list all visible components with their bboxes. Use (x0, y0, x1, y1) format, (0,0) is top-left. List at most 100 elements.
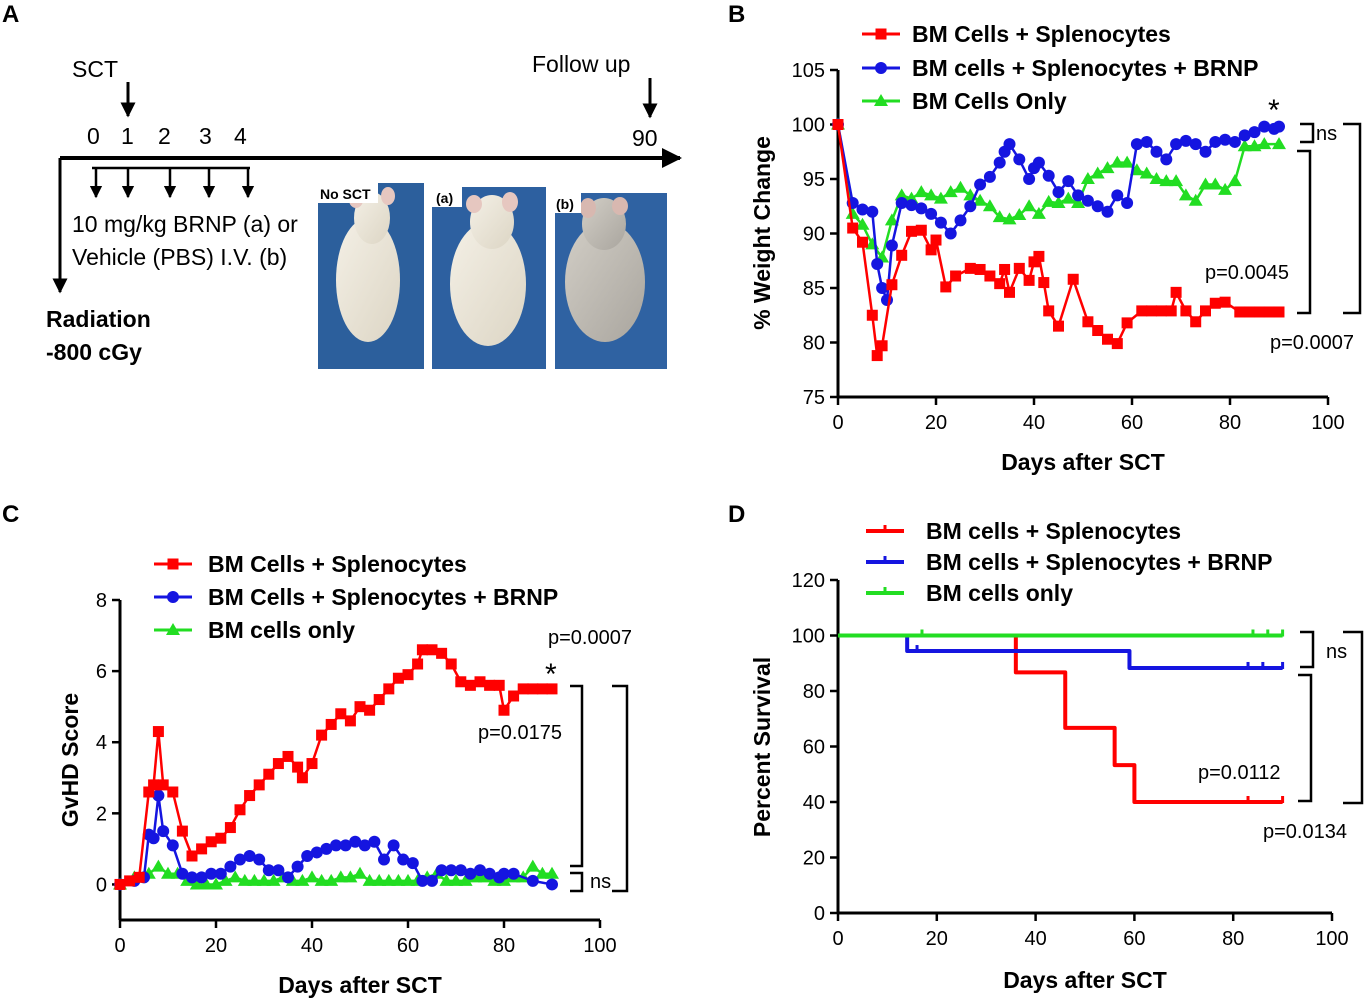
legend-red-marker-0 (875, 28, 887, 40)
series-red-marker-31 (392, 672, 404, 684)
series-red-marker-2 (857, 236, 868, 248)
series-blue-marker-40 (1189, 138, 1202, 151)
series-blue-marker-27 (358, 839, 371, 852)
day-tick-4: 4 (234, 123, 247, 149)
significance-bracket (1343, 122, 1362, 315)
series-red-marker-37 (1170, 286, 1182, 298)
series-red-marker-23 (1033, 250, 1045, 262)
legend-green-label: BM cells only (926, 580, 1073, 606)
series-green-marker-14 (257, 873, 271, 886)
series-blue-marker-20 (291, 860, 304, 873)
series-green-marker-22 (1051, 195, 1066, 208)
series-red-marker-11 (205, 836, 217, 848)
series-blue-marker-7 (166, 839, 179, 852)
series-blue-marker-30 (1091, 200, 1104, 213)
series-red-marker-14 (234, 804, 246, 816)
series-blue-marker-47 (1258, 120, 1271, 133)
series-red-marker-48 (546, 683, 558, 695)
series-blue-marker-46 (1248, 126, 1261, 139)
series-green-marker-8 (199, 877, 214, 890)
significance-bracket (1298, 673, 1313, 803)
series-green-marker-10 (933, 191, 948, 204)
series-blue-marker-34 (1130, 138, 1143, 151)
photo-label-no-sct: No SCT (320, 186, 371, 202)
series-blue-marker-49 (1273, 120, 1285, 133)
y-tick-label-4: 8 (96, 590, 107, 612)
series-red-marker-10 (196, 843, 208, 855)
y-tick-label-6: 105 (792, 60, 825, 82)
x-tick-label-0: 0 (114, 935, 125, 957)
x-tick-label-2: 40 (301, 935, 323, 957)
series-red-marker-26 (1053, 320, 1064, 332)
series-red-marker-25 (335, 708, 347, 720)
series-blue-marker-11 (205, 867, 218, 880)
series-blue-marker-4 (871, 258, 884, 271)
series-red-marker-9 (186, 850, 198, 862)
series-blue-marker-22 (1023, 173, 1036, 185)
series-blue-marker-22 (310, 846, 323, 859)
x-tick-label-4: 80 (1219, 412, 1241, 434)
annotation-ns: ns (1316, 123, 1337, 145)
series-blue-marker-12 (214, 867, 227, 880)
series-green-marker-5 (884, 213, 899, 226)
treatment-line-2: Vehicle (PBS) I.V. (b) (72, 244, 287, 270)
x-tick-label-3: 60 (1121, 412, 1143, 434)
series-red-marker-20 (292, 761, 304, 773)
series-green-marker-41 (1237, 139, 1252, 152)
series-blue-marker-16 (253, 853, 266, 866)
series-blue-marker-31 (397, 853, 410, 866)
series-green-marker-15 (266, 873, 281, 886)
series-green-marker-21 (1041, 194, 1056, 207)
series-green-marker-39 (1218, 182, 1233, 195)
legend-blue-label: BM Cells + Splenocytes + BRNP (208, 584, 558, 610)
x-tick-label-5: 100 (1315, 928, 1348, 950)
day-tick-0: 0 (87, 123, 100, 149)
y-tick-label-0: 0 (814, 903, 825, 925)
day-tick-1: 1 (121, 123, 134, 149)
follow-up-label: Follow up (532, 51, 630, 77)
series-red-marker-13 (950, 270, 962, 282)
series-red-marker-36 (1165, 305, 1177, 317)
x-axis-title: Days after SCT (1003, 967, 1167, 993)
series-green-marker-22 (333, 870, 348, 883)
series-green-marker-4 (161, 866, 175, 879)
series-red-marker-19 (282, 750, 294, 762)
x-tick-label-1: 20 (926, 928, 948, 950)
y-tick-label-3: 90 (803, 224, 825, 246)
series-red-marker-5 (876, 340, 888, 352)
weight-chart: 0 20 40 60 80 100 75 80 85 90 95 100 105 Days after S… (749, 21, 1362, 475)
series-blue-marker-25 (1042, 169, 1055, 182)
series-red-marker-42 (1219, 296, 1231, 308)
series-blue-marker-25 (339, 839, 352, 852)
series-green-marker-19 (1022, 199, 1037, 212)
y-tick-label-5: 100 (792, 626, 825, 648)
series-red-marker-32 (402, 669, 414, 681)
series-blue-marker-6 (157, 825, 170, 838)
y-tick-label-2: 4 (96, 732, 107, 754)
legend-red-label: BM Cells + Splenocytes (912, 21, 1171, 47)
survival-chart: 0 20 40 60 80 100 0 20 40 60 80 100 120 Days after SC… (749, 518, 1364, 993)
series-red-marker-38 (455, 676, 467, 688)
series-blue-marker-15 (964, 200, 977, 213)
series-blue-marker-16 (974, 178, 987, 191)
series-blue-marker-17 (983, 170, 996, 183)
x-tick-label-0: 0 (832, 928, 843, 950)
y-tick-label-1: 20 (803, 848, 825, 870)
annotation-star: * (1268, 94, 1280, 127)
series-green-marker-34 (1169, 174, 1184, 187)
series-blue-marker-40 (483, 867, 496, 880)
series-red-marker-37 (445, 658, 457, 670)
series-blue-marker-24 (1032, 156, 1045, 169)
series-red-marker-4 (148, 779, 160, 791)
series-blue-marker-39 (1179, 134, 1192, 147)
series-green-marker-42 (525, 859, 540, 872)
series-blue-marker-21 (1013, 153, 1026, 166)
series-red-marker-7 (896, 249, 908, 261)
annotation-ns: ns (1326, 641, 1347, 663)
series-red-marker-24 (1038, 277, 1050, 289)
series-red-marker-7 (167, 786, 179, 798)
series-blue-marker-18 (993, 156, 1006, 169)
sct-label: SCT (72, 56, 118, 82)
series-green-marker-35 (458, 873, 473, 886)
series-green-marker-28 (1110, 155, 1125, 168)
